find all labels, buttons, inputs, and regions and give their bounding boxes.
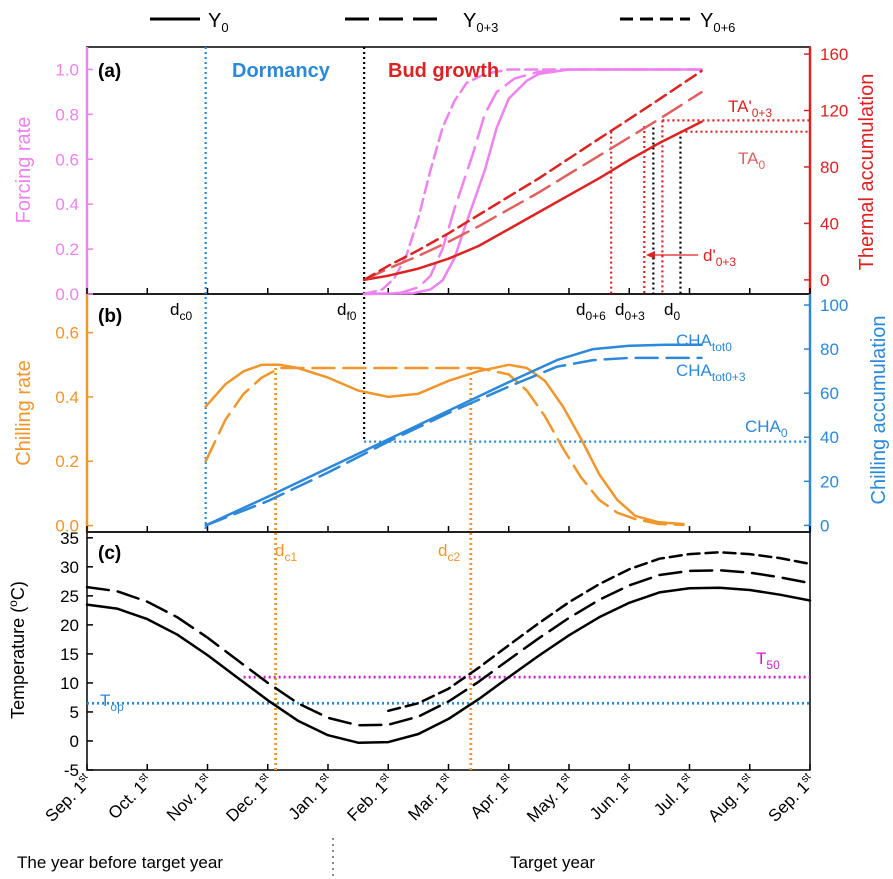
dormancy-label: Dormancy [232,60,331,82]
legend: Y0 Y0+3 Y0+6 [150,10,735,35]
x-tick-label: Jul. 1st [649,771,698,820]
df0-label: df0 [337,300,357,323]
thermal-accumulation-tick-label: 160 [820,45,848,64]
thermal-accumulation-tick-label: 0 [820,271,829,290]
legend-label-y06: Y0+6 [700,10,735,35]
forcing-rate-title: Forcing rate [13,117,35,224]
forcing-rate-tick-label: 1.0 [55,60,79,79]
x-tick-label: Feb. 1st [343,771,397,825]
y0-forcing-rate-line [362,68,703,296]
x-tick-label: Mar. 1st [404,771,458,825]
y0-temperature-line [85,586,812,744]
chilling-rate-tick-label: 0.0 [55,517,79,536]
temperature-tick-label: 30 [60,558,79,577]
y0-3-thermal-accumulation-line [362,90,703,282]
x-tick-label: Dec. 1st [222,771,277,826]
panel-a-frame [86,46,811,295]
panel-b-title: (b) [98,306,122,327]
forcing-rate-tick-label: 0.8 [55,105,79,124]
d06-label: d0+6 [576,300,606,323]
x-tick-labels: Sep. 1st Oct. 1st Nov. 1st Dec. 1st Jan. 1st… [42,771,819,826]
d-prime-arrowhead [646,251,655,259]
chilling-accumulation-tick-label: 80 [820,340,839,359]
temperature-tick-label: 15 [60,645,79,664]
x-tick-label: Sep. 1st [764,771,819,826]
temperature-tick-label: 25 [60,587,79,606]
legend-label-y0: Y0 [208,10,229,35]
d03-label: d0+3 [615,300,645,323]
forcing-rate-tick-label: 0.0 [55,285,79,304]
chilling-accumulation-tick-label: 60 [820,384,839,403]
cha-tot03-label: CHAtot0+3 [676,361,746,384]
ta-prime-label: TA'0+3 [728,97,772,120]
dc0-label: dc0 [170,300,192,323]
panel-c-frame [86,531,811,771]
thermal-accumulation-tick-label: 80 [820,158,839,177]
d0-label: d0 [664,300,680,323]
temperature-tick-label: 20 [60,616,79,635]
panel-c-title: (c) [98,543,121,564]
x-tick-label: Oct. 1st [104,771,156,823]
chilling-accumulation-tick-label: 100 [820,296,848,315]
legend-label-y03: Y0+3 [463,10,498,35]
temperature-tick-label: 10 [60,674,79,693]
temperature-title: Temperature (oC) [6,581,28,719]
chilling-rate-tick-label: 0.2 [55,452,79,471]
thermal-accumulation-title: Thermal accumulation [856,74,878,271]
chilling-rate-tick-label: 0.6 [55,324,79,343]
year-before-label: The year before target year [17,853,223,872]
x-tick-label: Jun. 1st [585,771,638,824]
chilling-accumulation-tick-label: 40 [820,428,839,447]
x-tick-label: Nov. 1st [162,771,216,825]
y0-6-thermal-accumulation-line [362,69,703,282]
guide-lines [87,47,810,770]
y0-3-temperature-line [85,569,812,727]
chilling-rate-tick-label: 0.4 [55,388,79,407]
x-tick-label: Apr. 1st [466,771,518,823]
t50-label: T50 [756,649,780,672]
dc2-label: dc2 [438,541,460,564]
temperature-tick-label: 35 [60,529,79,548]
cha-tot0-label: CHAtot0 [676,331,732,354]
y0-chilling-rate-line [204,363,685,526]
cha0-label: CHA0 [745,417,788,440]
thermal-accumulation-tick-label: 120 [820,102,848,121]
top-label: Top [100,691,124,714]
x-tick-label: May. 1st [522,771,577,826]
temperature-tick-label: -5 [64,761,79,780]
target-year-label: Target year [510,853,595,872]
cha-tot0-3-line [204,356,703,527]
cha-tot0-line [204,343,703,527]
chilling-accumulation-tick-label: 20 [820,472,839,491]
chilling-rate-title: Chilling rate [13,360,35,466]
forcing-rate-tick-label: 0.4 [55,195,79,214]
y0-6-temperature-line [387,551,812,713]
chilling-accumulation-tick-label: 0 [820,516,829,535]
x-tick-label: Aug. 1st [704,771,759,826]
panel-a-title: (a) [98,61,121,82]
axis-ticks: 0.0 0.2 0.4 0.6 0.8 1.0 0 40 80 120 160 0.0 0.2 0.4 0.… [55,45,848,780]
temperature-tick-label: 5 [70,703,79,722]
data-series [85,68,812,744]
chilling-accumulation-title: Chilling accumulation [868,316,890,505]
ta0-label: TA0 [738,149,765,172]
bud-growth-label: Bud growth [388,60,499,82]
x-tick-label: Jan. 1st [284,771,337,824]
y0-3-chilling-rate-line [204,366,685,527]
thermal-accumulation-tick-label: 40 [820,214,839,233]
dc1-label: dc1 [275,541,297,564]
forcing-rate-tick-label: 0.2 [55,240,79,259]
forcing-rate-tick-label: 0.6 [55,150,79,169]
d-prime-label: d'0+3 [703,246,736,269]
y0-6-forcing-rate-line [362,68,703,296]
y0-3-forcing-rate-line [362,68,703,296]
temperature-tick-label: 0 [70,732,79,751]
y0-thermal-accumulation-line [362,120,703,282]
